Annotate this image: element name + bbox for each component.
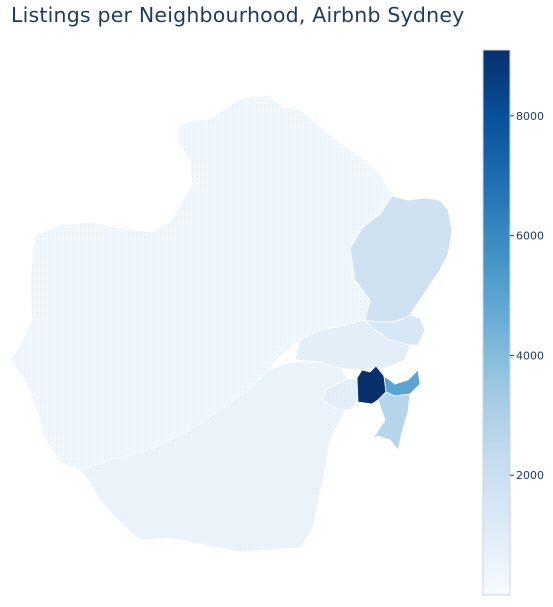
- region-waverley: [383, 369, 421, 397]
- colorbar-tick-label: 8000: [516, 110, 544, 123]
- map-title: Listings per Neighbourhood, Airbnb Sydne…: [11, 3, 465, 27]
- colorbar: 2000 4000 6000 8000: [482, 49, 544, 596]
- region-lower-north-shore: [364, 314, 426, 346]
- colorbar-tick-label: 4000: [516, 349, 544, 362]
- colorbar-tick-label: 2000: [516, 469, 544, 482]
- colorbar-tick-label: 6000: [516, 230, 544, 243]
- region-randwick: [371, 391, 411, 451]
- colorbar-gradient: [482, 49, 511, 596]
- choropleth-map: [9, 94, 453, 553]
- map-texture: [10, 95, 392, 552]
